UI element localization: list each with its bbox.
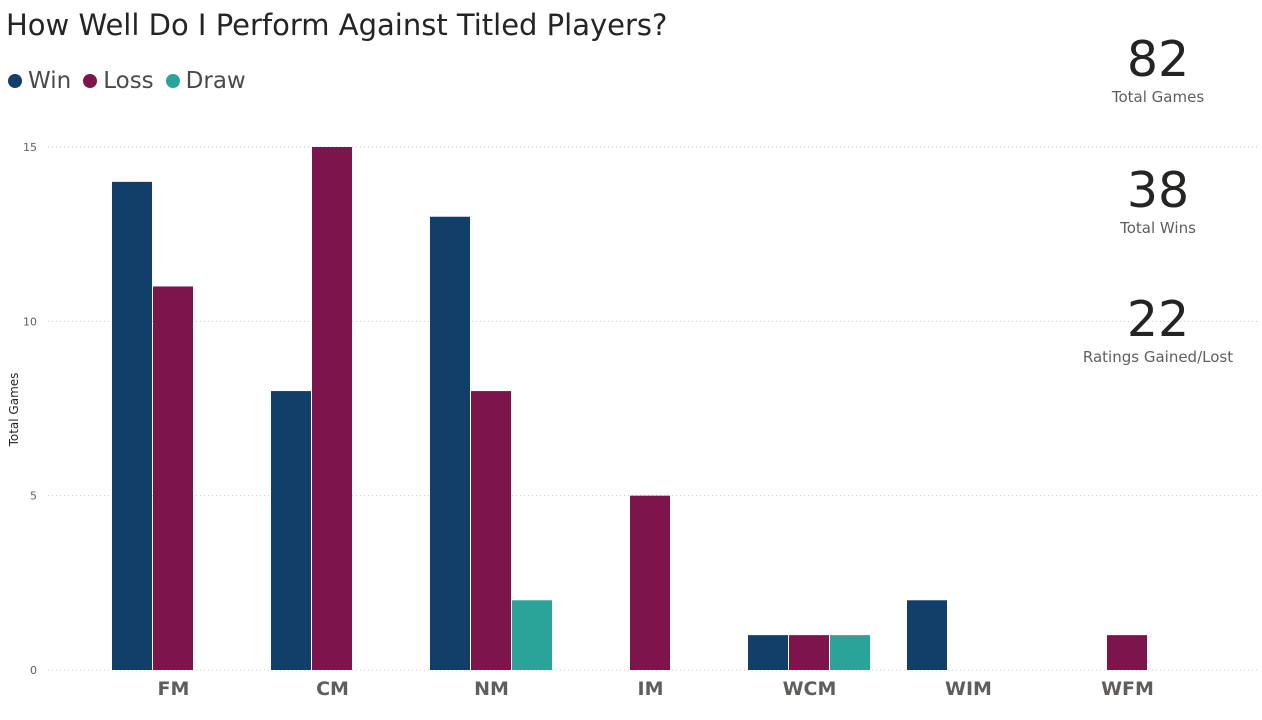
- legend-item-win[interactable]: Win: [8, 68, 71, 94]
- bars: [112, 147, 1147, 670]
- kpi-total-games: 82 Total Games: [1068, 31, 1248, 107]
- bar-wcm-draw[interactable]: [830, 635, 870, 670]
- x-tick-label-wim: WIM: [945, 678, 992, 700]
- x-tick-label-wfm: WFM: [1101, 678, 1154, 700]
- axes: 0 5 10 15 Total Games FM CM NM IM WCM WIM WFM: [7, 141, 1154, 700]
- kpi-total-games-label: Total Games: [1111, 88, 1205, 106]
- bar-wim-win[interactable]: [907, 600, 947, 670]
- bar-wfm-loss[interactable]: [1107, 635, 1147, 670]
- bar-cm-loss[interactable]: [312, 147, 352, 670]
- bar-cm-win[interactable]: [271, 391, 311, 670]
- legend-label-loss: Loss: [103, 68, 154, 94]
- legend-dot-loss: [83, 74, 98, 88]
- kpi-ratings: 22 Ratings Gained/Lost: [1068, 291, 1248, 367]
- kpi-total-games-value: 82: [1126, 31, 1190, 88]
- legend-item-loss[interactable]: Loss: [83, 68, 154, 94]
- bar-nm-loss[interactable]: [471, 391, 511, 670]
- kpi-ratings-value: 22: [1126, 291, 1190, 348]
- chart-title: How Well Do I Perform Against Titled Pla…: [6, 8, 668, 42]
- y-tick-label-0: 0: [30, 664, 37, 677]
- legend-label-draw: Draw: [185, 68, 246, 94]
- x-tick-label-nm: NM: [474, 678, 509, 700]
- legend-label-win: Win: [28, 68, 72, 94]
- y-axis-label: Total Games: [7, 373, 21, 448]
- bar-fm-win[interactable]: [112, 181, 152, 670]
- x-tick-label-cm: CM: [316, 678, 349, 700]
- legend-item-draw[interactable]: Draw: [165, 68, 246, 94]
- kpi-total-wins-value: 38: [1126, 162, 1190, 219]
- legend-dot-win: [8, 74, 22, 88]
- bar-im-loss[interactable]: [630, 495, 670, 670]
- kpi-total-wins: 38 Total Wins: [1068, 162, 1248, 238]
- bar-nm-draw[interactable]: [512, 600, 552, 670]
- x-tick-label-fm: FM: [158, 678, 190, 700]
- x-tick-label-wcm: WCM: [783, 678, 837, 700]
- y-tick-label-10: 10: [23, 315, 37, 328]
- y-tick-label-5: 5: [30, 490, 37, 503]
- kpi-ratings-label: Ratings Gained/Lost: [1082, 348, 1234, 366]
- legend-dot-draw: [165, 74, 180, 88]
- bar-wcm-win[interactable]: [748, 635, 788, 670]
- bar-fm-loss[interactable]: [153, 286, 193, 670]
- chart-legend: Win Loss Draw: [8, 68, 246, 94]
- kpi-total-wins-label: Total Wins: [1120, 219, 1196, 237]
- y-tick-label-15: 15: [23, 141, 37, 154]
- bar-nm-win[interactable]: [430, 216, 470, 670]
- x-tick-label-im: IM: [638, 678, 664, 700]
- bar-wcm-loss[interactable]: [789, 635, 829, 670]
